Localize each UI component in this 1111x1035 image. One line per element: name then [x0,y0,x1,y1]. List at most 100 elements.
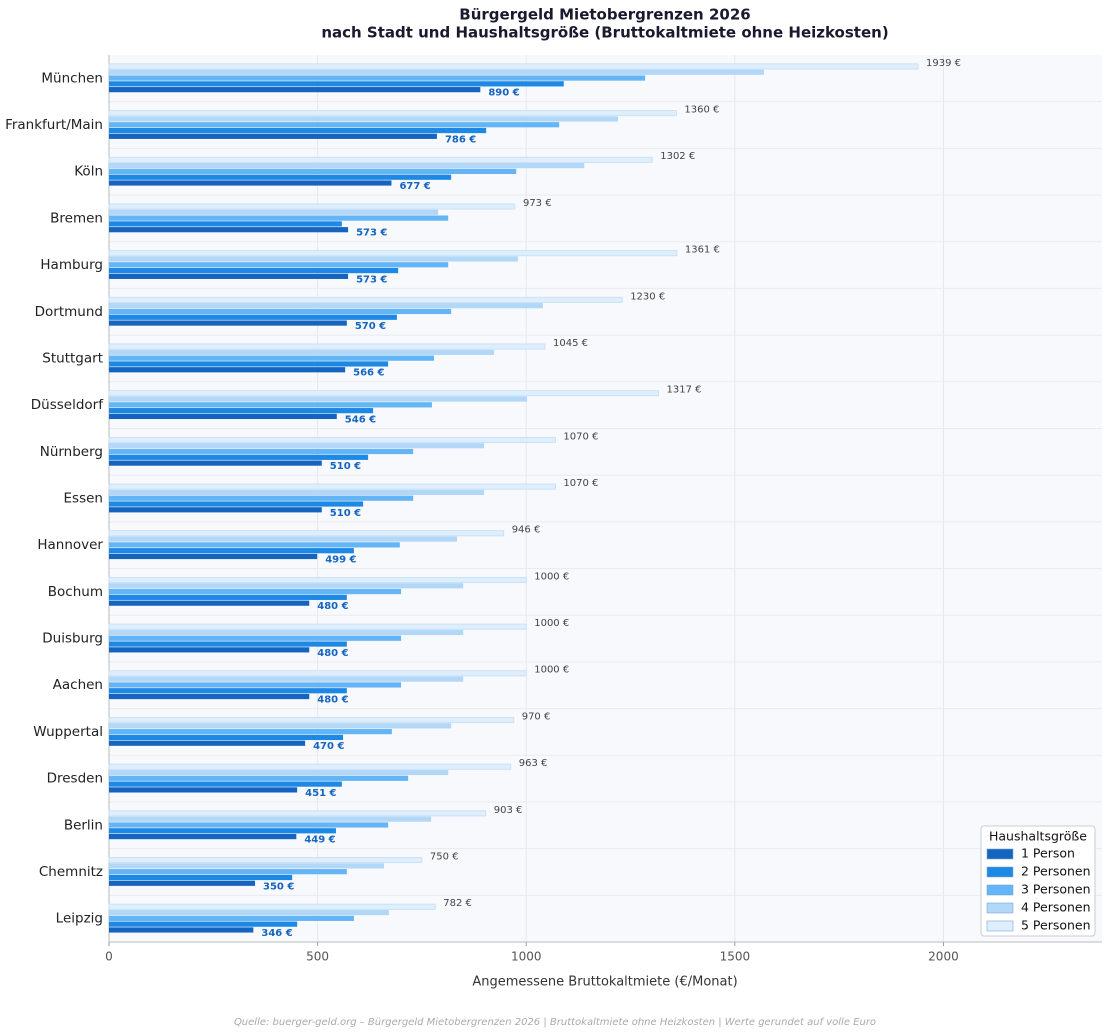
y-tick-label: Dortmund [35,304,103,320]
bar [109,921,298,927]
legend-swatch [986,884,1014,896]
data-label: 677 € [399,181,430,192]
bar [109,408,374,414]
x-tick-label: 1000 [511,950,542,964]
bar [109,443,485,449]
data-label: 1045 € [553,338,588,349]
bar [109,915,354,921]
legend-swatch [986,902,1014,914]
bar [109,174,452,180]
data-label: 1230 € [630,291,665,302]
bar [109,460,322,466]
bar [109,688,347,694]
legend-title: Haushaltsgröße [989,829,1087,844]
bar [109,81,564,87]
bar [109,553,318,560]
legend-swatch [986,848,1014,860]
y-tick-label: Essen [64,491,103,507]
bar [109,273,349,279]
data-label: 890 € [488,88,519,99]
bar [109,303,543,309]
data-label: 570 € [355,321,386,332]
y-tick-label: München [41,70,103,86]
bar [109,629,464,636]
bar [109,489,485,495]
bar [109,495,414,501]
data-label: 510 € [330,508,361,519]
data-label: 963 € [519,758,548,769]
bar [109,693,310,700]
data-label: 1000 € [534,665,569,676]
bar [109,448,414,455]
x-tick-label: 0 [105,950,113,964]
bar [109,542,400,548]
bar [109,507,322,513]
data-label: 573 € [356,228,387,239]
bar [109,536,457,542]
bar [109,822,389,828]
y-tick-label: Köln [74,164,103,180]
data-label: 973 € [523,198,552,209]
y-tick-label: Chemnitz [39,864,103,880]
bar [109,320,347,326]
legend-label: 1 Person [1021,846,1075,861]
bar [109,787,298,793]
y-tick-label: Düsseldorf [31,397,104,413]
bar [109,676,464,682]
bar [109,501,364,507]
bar [108,296,623,303]
legend-swatch [986,920,1014,932]
data-label: 451 € [305,788,336,799]
bar [109,863,384,869]
data-label: 346 € [261,928,292,939]
data-label: 449 € [304,835,335,846]
y-tick-label: Wuppertal [33,724,103,740]
bar [109,262,449,268]
x-tick-label: 2000 [928,950,959,964]
bar [109,781,342,787]
y-tick-label: Berlin [64,817,103,833]
bar [109,874,293,881]
bar [109,69,765,75]
bar [109,641,347,647]
bar [109,880,256,886]
bar [109,828,336,834]
bar [109,740,306,746]
bar [109,909,389,916]
bar [109,734,344,741]
bar [109,209,439,215]
data-label: 573 € [356,274,387,285]
data-label: 480 € [317,648,348,659]
bar [109,583,464,589]
y-tick-label: Dresden [47,771,103,787]
bar [108,436,556,443]
y-tick-label: Bremen [50,210,103,226]
legend-swatch [986,866,1014,878]
data-label: 1360 € [684,105,719,116]
bar [109,127,487,134]
bar [109,87,481,93]
data-label: 782 € [443,898,472,909]
bar [109,215,449,221]
bar [109,75,646,81]
data-label: 1939 € [926,58,961,69]
x-axis-label: Angemessene Bruttokaltmiete (€/Monat) [472,975,737,990]
bar [109,769,449,776]
bar [109,396,528,402]
bar [108,810,487,817]
y-tick-label: Hamburg [40,257,103,273]
bar [109,349,495,355]
bar [108,857,423,864]
data-label: 1000 € [534,571,569,582]
bar [109,775,409,781]
y-tick-label: Leipzig [56,911,103,927]
bar [108,156,653,163]
data-label: 946 € [512,525,541,536]
data-label: 566 € [353,368,384,379]
bar [109,180,392,186]
data-label: 1000 € [534,618,569,629]
bar [108,763,512,770]
y-tick-label: Bochum [48,584,103,600]
